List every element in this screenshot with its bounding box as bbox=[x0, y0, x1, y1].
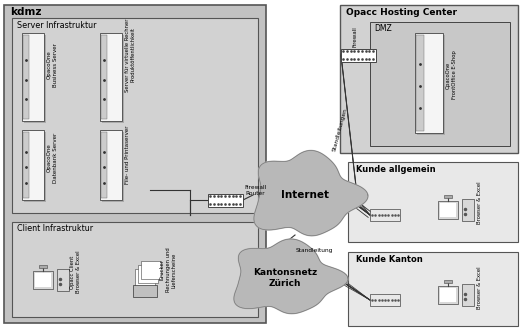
Bar bbox=[23, 35, 29, 119]
Bar bbox=[348, 162, 518, 242]
Text: Server Infrastruktur: Server Infrastruktur bbox=[17, 21, 96, 30]
Bar bbox=[340, 5, 518, 153]
Bar bbox=[370, 294, 400, 306]
Bar bbox=[102, 35, 124, 123]
Bar bbox=[416, 35, 424, 131]
Text: DMZ: DMZ bbox=[374, 24, 392, 33]
Bar bbox=[24, 35, 46, 123]
Text: Drucker
Rechnungen und
Lieferscheine: Drucker Rechnungen und Lieferscheine bbox=[160, 248, 177, 292]
Text: Standleitungen: Standleitungen bbox=[332, 108, 348, 152]
Bar bbox=[415, 33, 443, 133]
Bar bbox=[57, 269, 69, 291]
Bar bbox=[12, 222, 258, 317]
Bar bbox=[462, 199, 474, 221]
Text: Server für virtuelle Rechner
Produktöffentlichkeit: Server für virtuelle Rechner Produktöffe… bbox=[125, 18, 136, 92]
Bar bbox=[440, 288, 456, 302]
Text: Firewall: Firewall bbox=[353, 26, 357, 47]
Bar bbox=[101, 35, 107, 119]
Bar bbox=[438, 286, 458, 304]
Bar bbox=[341, 49, 376, 61]
Bar bbox=[440, 203, 456, 217]
Bar bbox=[22, 33, 44, 121]
Bar bbox=[141, 261, 161, 279]
Text: Client Infrastruktur: Client Infrastruktur bbox=[17, 224, 93, 233]
Bar bbox=[138, 265, 158, 283]
Polygon shape bbox=[254, 150, 368, 236]
Bar bbox=[417, 35, 445, 135]
Bar bbox=[100, 33, 122, 121]
Text: kdmz: kdmz bbox=[10, 7, 41, 17]
Bar bbox=[4, 5, 266, 323]
Bar bbox=[370, 209, 400, 221]
Bar bbox=[208, 193, 243, 207]
Text: Browser & Excel: Browser & Excel bbox=[477, 267, 482, 309]
Text: Standleitung: Standleitung bbox=[296, 248, 333, 253]
Text: Kunde Kanton: Kunde Kanton bbox=[356, 255, 423, 264]
Bar bbox=[135, 269, 155, 287]
Bar bbox=[444, 280, 452, 283]
Bar bbox=[370, 22, 510, 146]
Text: Kantonsnetz
Zürich: Kantonsnetz Zürich bbox=[253, 268, 317, 288]
Bar bbox=[438, 201, 458, 219]
Bar bbox=[101, 132, 107, 198]
Bar bbox=[462, 284, 474, 306]
Bar bbox=[348, 252, 518, 326]
Text: Kunde allgemein: Kunde allgemein bbox=[356, 165, 435, 174]
Bar bbox=[22, 130, 44, 200]
Bar bbox=[102, 132, 124, 202]
Bar bbox=[35, 273, 51, 287]
Text: Internet: Internet bbox=[281, 190, 329, 200]
Text: Firewall
Router: Firewall Router bbox=[244, 185, 266, 196]
Bar bbox=[12, 18, 258, 213]
Bar bbox=[23, 132, 29, 198]
Text: OpacoOne
Business Server: OpacoOne Business Server bbox=[47, 43, 58, 87]
Bar bbox=[444, 195, 452, 198]
Text: OpacoOne
FrontOffice E-Shop: OpacoOne FrontOffice E-Shop bbox=[446, 50, 457, 99]
Text: Opacc Hosting Center: Opacc Hosting Center bbox=[346, 8, 457, 17]
Bar bbox=[33, 271, 53, 289]
Polygon shape bbox=[234, 239, 348, 314]
Text: OpacoOne
Datenbank Server: OpacoOne Datenbank Server bbox=[47, 133, 58, 183]
Text: File- und Printaserver: File- und Printaserver bbox=[125, 126, 130, 184]
Bar bbox=[133, 285, 157, 297]
Text: Opacc Client
Browser & Excel: Opacc Client Browser & Excel bbox=[70, 251, 81, 293]
Bar bbox=[24, 132, 46, 202]
Bar bbox=[39, 265, 47, 268]
Text: Browser & Excel: Browser & Excel bbox=[477, 182, 482, 224]
Bar bbox=[100, 130, 122, 200]
